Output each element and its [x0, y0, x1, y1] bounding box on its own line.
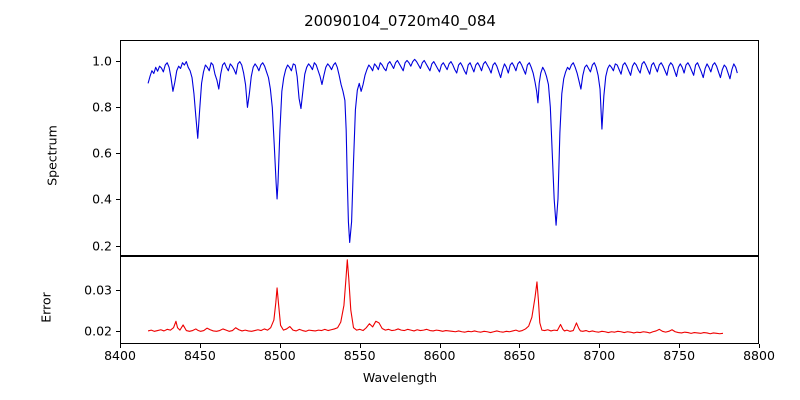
x-tick-label: 8550 [343, 348, 376, 363]
x-tick-mark [439, 344, 441, 348]
spectrum-y-tick-label: 0.4 [92, 191, 112, 207]
x-tick-mark [759, 344, 760, 348]
spectrum-y-tick-mark [116, 245, 120, 247]
spectrum-y-axis-label: Spectrum [44, 125, 60, 186]
x-tick-label: 8650 [503, 348, 536, 363]
x-axis-label: Wavelength [362, 370, 438, 385]
error-y-axis-label: Error [38, 292, 54, 323]
spectrum-series-line [121, 41, 758, 255]
spectrum-y-tick-mark [116, 153, 120, 155]
x-tick-label: 8500 [263, 348, 296, 363]
x-tick-mark [279, 344, 281, 348]
chart-title: 20090104_0720m40_084 [304, 12, 496, 30]
spectrum-y-tick-label: 1.0 [92, 53, 112, 69]
error-y-tick-label: 0.02 [84, 323, 112, 339]
spectrum-y-tick-label: 0.6 [92, 145, 112, 161]
error-y-tick-label: 0.03 [84, 282, 112, 298]
error-plot-area [120, 256, 759, 344]
error-y-tick-mark [116, 289, 120, 291]
x-tick-mark [679, 344, 681, 348]
spectrum-y-tick-label: 0.8 [92, 99, 112, 115]
x-tick-mark [599, 344, 601, 348]
error-y-tick-mark [116, 330, 120, 332]
x-tick-label: 8400 [104, 348, 136, 363]
x-tick-label: 8600 [423, 348, 456, 363]
x-tick-mark [199, 344, 201, 348]
x-tick-mark [120, 344, 121, 348]
x-tick-mark [519, 344, 521, 348]
error-series-line [121, 257, 758, 343]
x-tick-label: 8750 [663, 348, 696, 363]
spectrum-plot-area [120, 40, 759, 256]
spectrum-y-tick-mark [116, 199, 120, 201]
x-tick-label: 8800 [743, 348, 775, 363]
x-tick-label: 8450 [183, 348, 216, 363]
spectrum-y-tick-mark [116, 60, 120, 62]
x-tick-label: 8700 [583, 348, 616, 363]
spectrum-y-tick-mark [116, 106, 120, 108]
x-tick-mark [359, 344, 361, 348]
spectrum-y-tick-label: 0.2 [92, 238, 112, 254]
